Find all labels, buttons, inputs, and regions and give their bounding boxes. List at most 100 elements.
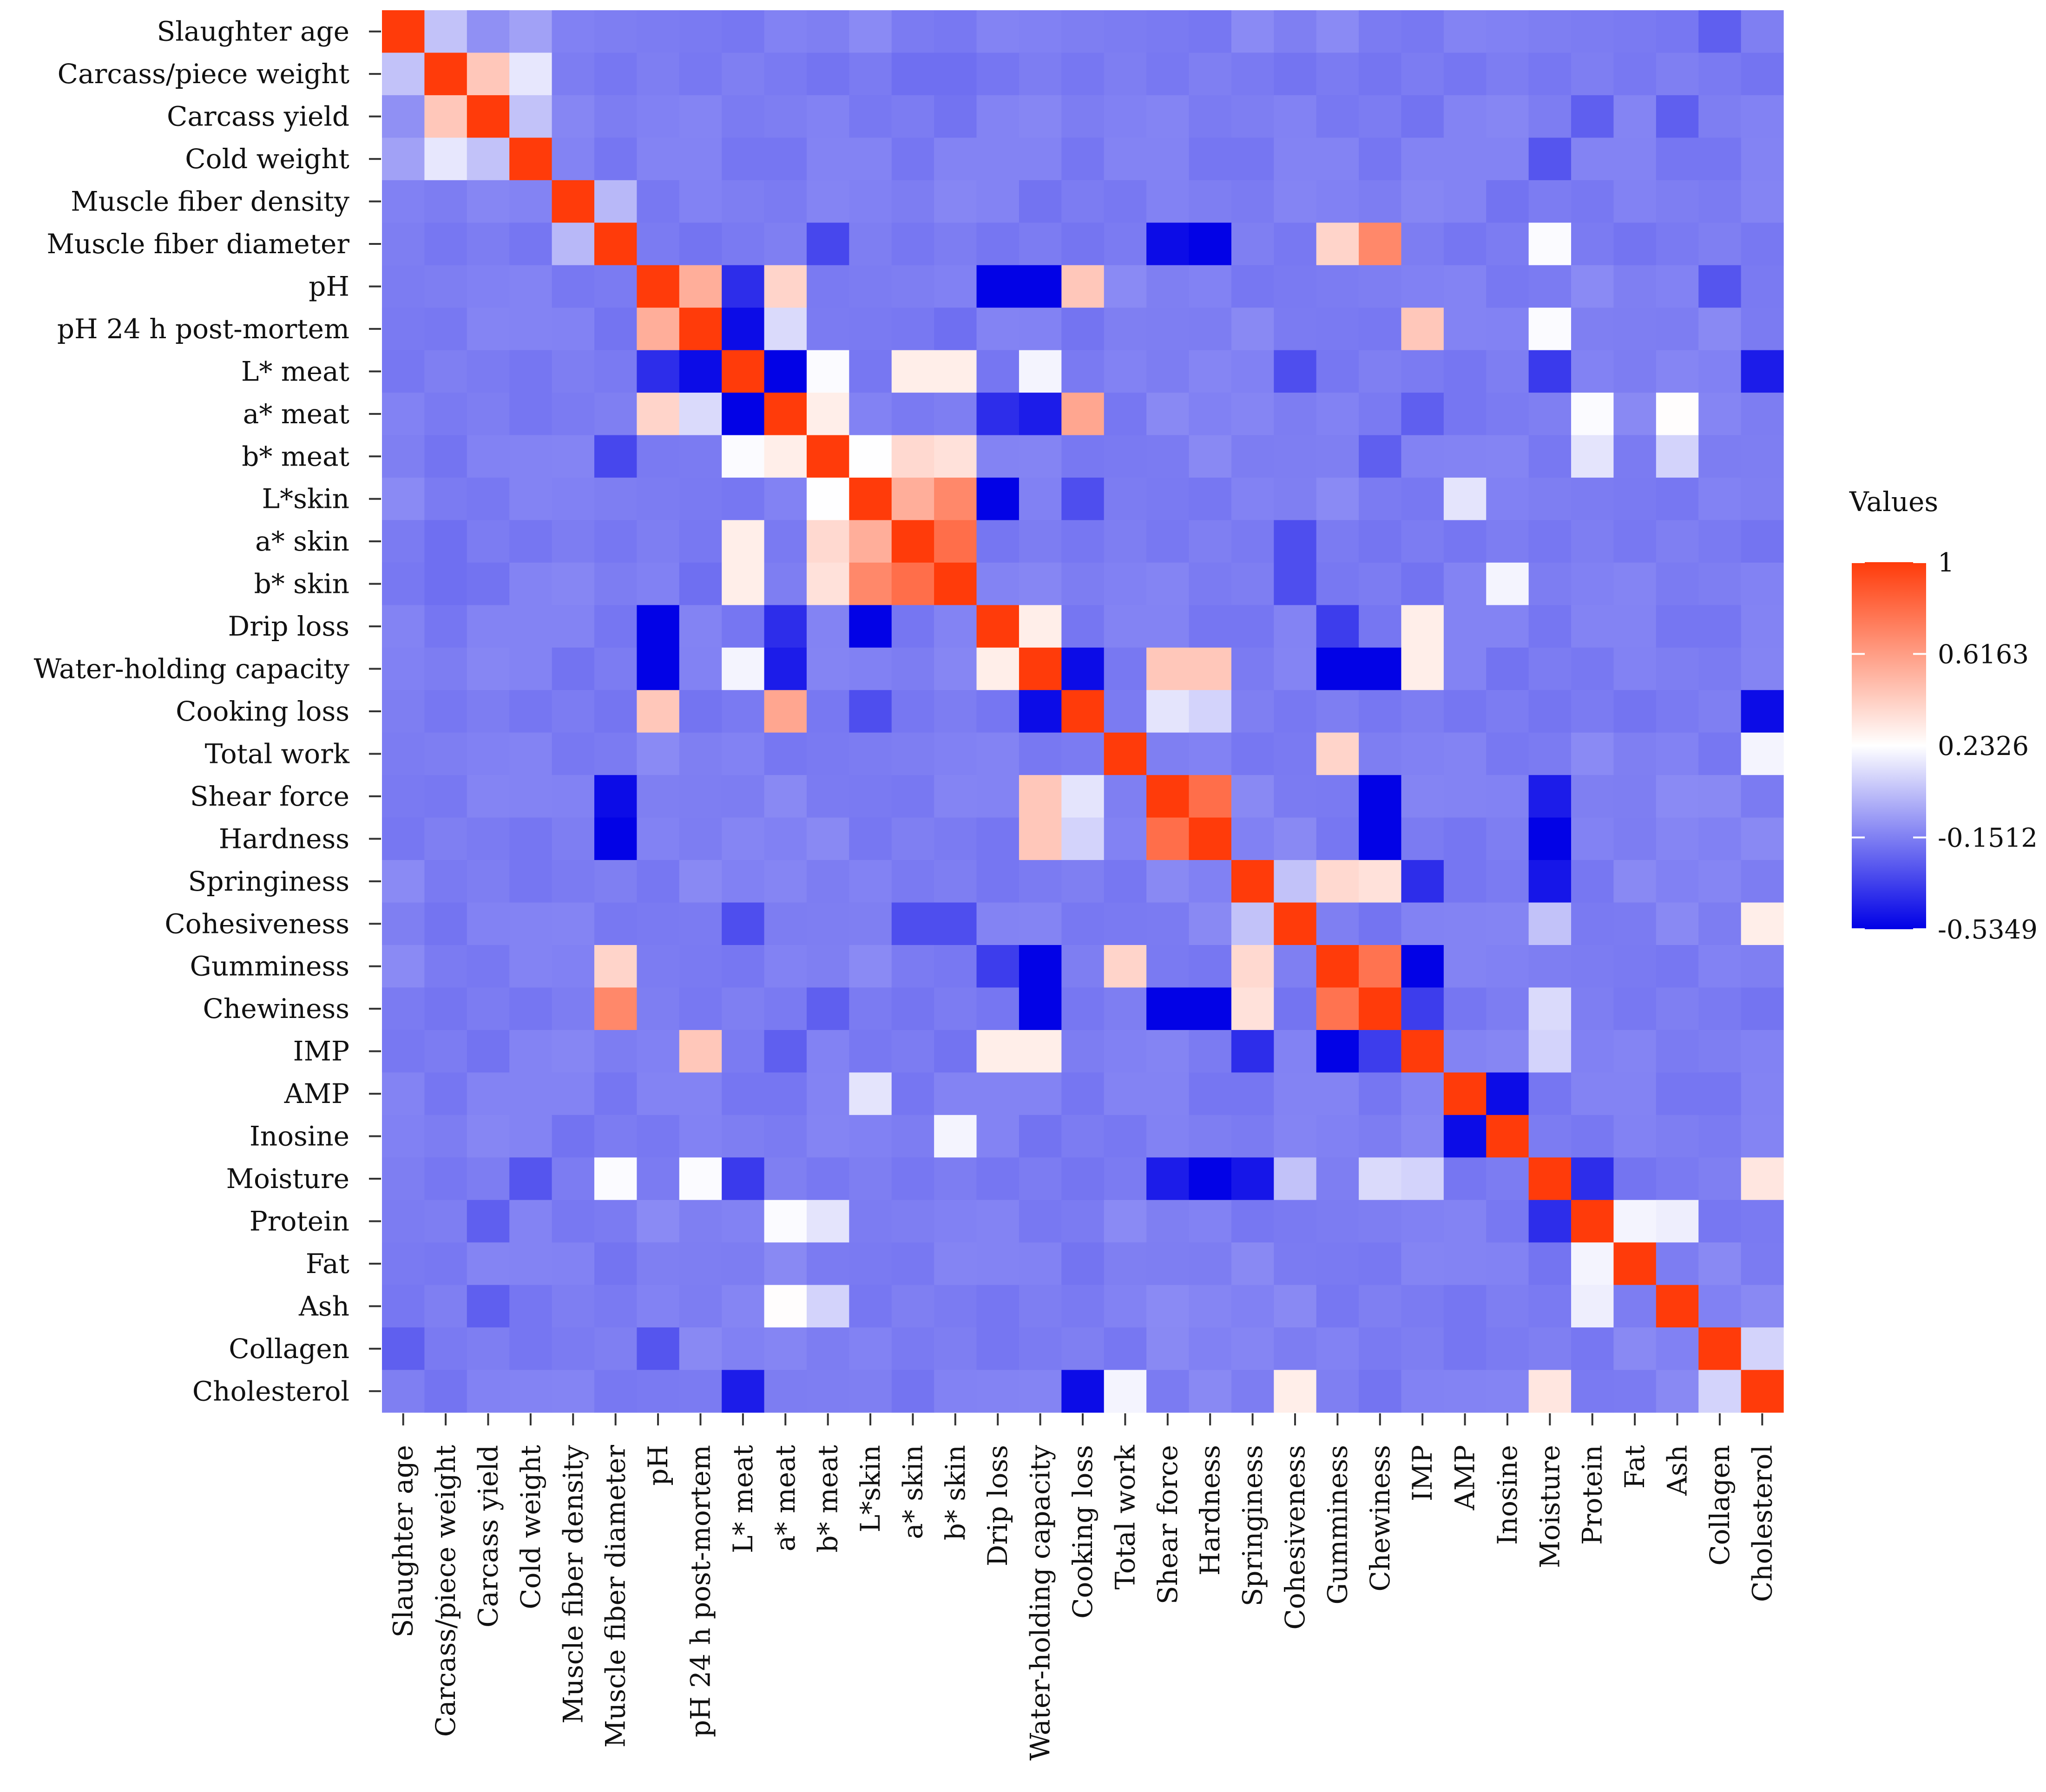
heatmap-cell bbox=[1401, 223, 1444, 266]
heatmap-cell bbox=[1359, 562, 1402, 605]
heatmap-cell bbox=[806, 690, 849, 733]
heatmap-cell bbox=[637, 350, 680, 393]
heatmap-cell bbox=[849, 1327, 892, 1371]
column-label: Inosine bbox=[1492, 1445, 1523, 1545]
heatmap-cell bbox=[1656, 1370, 1699, 1413]
heatmap-cell bbox=[1571, 350, 1614, 393]
heatmap-cell bbox=[1571, 308, 1614, 351]
heatmap-cell bbox=[1146, 860, 1190, 903]
heatmap-cell bbox=[764, 223, 807, 266]
heatmap-cell bbox=[382, 308, 425, 351]
heatmap-cell bbox=[1486, 1072, 1529, 1116]
heatmap-cell bbox=[891, 562, 934, 605]
heatmap-cell bbox=[552, 53, 595, 96]
heatmap-cell bbox=[1104, 775, 1147, 818]
heatmap-cell bbox=[1316, 987, 1359, 1031]
heatmap-cell bbox=[934, 95, 977, 138]
heatmap-cell bbox=[1528, 223, 1572, 266]
heatmap-cell bbox=[1443, 1200, 1487, 1243]
heatmap-cell bbox=[1528, 138, 1572, 181]
heatmap-cell bbox=[1528, 562, 1572, 605]
heatmap-cell bbox=[1656, 138, 1699, 181]
heatmap-cell bbox=[1698, 690, 1742, 733]
heatmap-cell bbox=[1146, 562, 1190, 605]
heatmap-cell bbox=[1443, 435, 1487, 478]
heatmap-cell bbox=[1571, 945, 1614, 988]
heatmap-cell bbox=[1613, 1200, 1657, 1243]
heatmap-cell bbox=[934, 1072, 977, 1116]
heatmap-cell bbox=[1316, 520, 1359, 563]
heatmap-cell bbox=[594, 1200, 637, 1243]
heatmap-cell bbox=[976, 95, 1020, 138]
heatmap-cell bbox=[424, 1285, 467, 1328]
heatmap-cell bbox=[1231, 393, 1274, 436]
heatmap-cell bbox=[1359, 10, 1402, 53]
heatmap-cell bbox=[594, 223, 637, 266]
legend-tick-label: 0.6163 bbox=[1938, 639, 2029, 670]
row-label: AMP bbox=[284, 1078, 349, 1109]
heatmap-cell bbox=[1274, 987, 1317, 1031]
heatmap-cell bbox=[679, 1327, 722, 1371]
heatmap-cell bbox=[552, 605, 595, 648]
row-label: Shear force bbox=[190, 781, 349, 812]
heatmap-cell bbox=[1316, 1157, 1359, 1201]
heatmap-cell bbox=[1061, 1327, 1105, 1371]
heatmap-cell bbox=[1571, 562, 1614, 605]
heatmap-cell bbox=[934, 860, 977, 903]
heatmap-cell bbox=[849, 350, 892, 393]
heatmap-cell bbox=[637, 562, 680, 605]
heatmap-cell bbox=[1486, 95, 1529, 138]
heatmap-cell bbox=[806, 1285, 849, 1328]
heatmap-cell bbox=[1443, 10, 1487, 53]
heatmap-cell bbox=[637, 902, 680, 945]
heatmap-cell bbox=[424, 435, 467, 478]
heatmap-cell bbox=[1146, 817, 1190, 860]
heatmap-cell bbox=[764, 647, 807, 690]
heatmap-cell bbox=[849, 435, 892, 478]
heatmap-cell bbox=[722, 860, 765, 903]
heatmap-cell bbox=[552, 987, 595, 1031]
heatmap-cell bbox=[1486, 1030, 1529, 1073]
heatmap-cell bbox=[509, 562, 553, 605]
heatmap-cell bbox=[891, 1157, 934, 1201]
heatmap-cell bbox=[764, 562, 807, 605]
heatmap-cell bbox=[1443, 1030, 1487, 1073]
heatmap-cell bbox=[594, 1030, 637, 1073]
heatmap-cell bbox=[1698, 945, 1742, 988]
heatmap-cell bbox=[1359, 1242, 1402, 1286]
heatmap-cell bbox=[1528, 1115, 1572, 1158]
heatmap-cell bbox=[382, 520, 425, 563]
heatmap-cell bbox=[806, 223, 849, 266]
heatmap-cell bbox=[1316, 1200, 1359, 1243]
heatmap-cell bbox=[382, 605, 425, 648]
row-labels: Slaughter age Carcass/piece weight Carcass… bbox=[34, 16, 381, 1407]
heatmap-cell bbox=[1528, 1370, 1572, 1413]
heatmap-cell bbox=[976, 1115, 1020, 1158]
heatmap-cell bbox=[1486, 1157, 1529, 1201]
heatmap-cell bbox=[467, 223, 510, 266]
heatmap-cell bbox=[934, 180, 977, 223]
heatmap-cell bbox=[1274, 10, 1317, 53]
heatmap-cell bbox=[1401, 1200, 1444, 1243]
heatmap-cell bbox=[1359, 95, 1402, 138]
heatmap-cell bbox=[1231, 732, 1274, 775]
heatmap-cell bbox=[764, 1370, 807, 1413]
heatmap-cell bbox=[552, 223, 595, 266]
heatmap-cell bbox=[1146, 647, 1190, 690]
heatmap-cell bbox=[1104, 265, 1147, 308]
heatmap-cell bbox=[806, 10, 849, 53]
heatmap-cell bbox=[1061, 223, 1105, 266]
heatmap-cell bbox=[1528, 647, 1572, 690]
heatmap-cell bbox=[1316, 53, 1359, 96]
heatmap-cell bbox=[1656, 1030, 1699, 1073]
heatmap-cell bbox=[509, 1200, 553, 1243]
heatmap-cell bbox=[424, 350, 467, 393]
heatmap-cell bbox=[1528, 1030, 1572, 1073]
heatmap-cell bbox=[594, 647, 637, 690]
heatmap-cell bbox=[934, 308, 977, 351]
heatmap-cell bbox=[1401, 1242, 1444, 1286]
heatmap-cell bbox=[1656, 605, 1699, 648]
heatmap-cell bbox=[1613, 690, 1657, 733]
heatmap-cell bbox=[976, 223, 1020, 266]
heatmap-cell bbox=[1146, 1115, 1190, 1158]
